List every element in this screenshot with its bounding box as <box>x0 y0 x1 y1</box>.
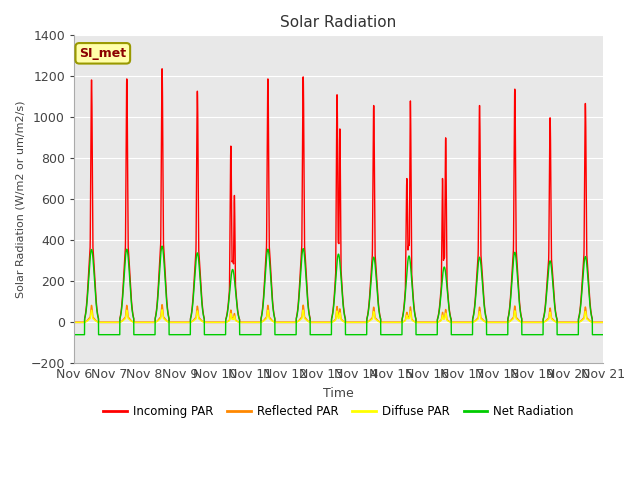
Incoming PAR <box>487 320 495 325</box>
Net Radiation <box>599 332 607 337</box>
Diffuse PAR <box>165 320 173 325</box>
Text: SI_met: SI_met <box>79 47 126 60</box>
Incoming PAR <box>165 320 173 325</box>
Reflected PAR <box>599 320 607 325</box>
Diffuse PAR <box>457 320 465 325</box>
Reflected PAR <box>487 320 495 325</box>
Net Radiation <box>487 332 495 337</box>
Diffuse PAR <box>319 320 326 325</box>
Incoming PAR <box>598 320 606 325</box>
Incoming PAR <box>319 320 326 325</box>
X-axis label: Time: Time <box>323 387 354 400</box>
Net Radiation <box>165 332 173 337</box>
Diffuse PAR <box>70 320 78 325</box>
Diffuse PAR <box>158 307 166 312</box>
Line: Net Radiation: Net Radiation <box>74 246 603 335</box>
Title: Solar Radiation: Solar Radiation <box>280 15 397 30</box>
Net Radiation <box>319 332 326 337</box>
Net Radiation <box>598 332 606 337</box>
Incoming PAR <box>428 320 435 325</box>
Line: Incoming PAR: Incoming PAR <box>74 69 603 323</box>
Legend: Incoming PAR, Reflected PAR, Diffuse PAR, Net Radiation: Incoming PAR, Reflected PAR, Diffuse PAR… <box>99 401 579 423</box>
Y-axis label: Solar Radiation (W/m2 or um/m2/s): Solar Radiation (W/m2 or um/m2/s) <box>15 101 25 298</box>
Net Radiation <box>70 332 78 337</box>
Reflected PAR <box>158 302 166 308</box>
Reflected PAR <box>319 320 326 325</box>
Reflected PAR <box>165 320 173 325</box>
Reflected PAR <box>70 320 78 325</box>
Net Radiation <box>428 332 435 337</box>
Incoming PAR <box>457 320 465 325</box>
Reflected PAR <box>428 320 435 325</box>
Line: Reflected PAR: Reflected PAR <box>74 305 603 323</box>
Diffuse PAR <box>598 320 606 325</box>
Diffuse PAR <box>487 320 495 325</box>
Net Radiation <box>457 332 465 337</box>
Reflected PAR <box>457 320 465 325</box>
Reflected PAR <box>598 320 606 325</box>
Diffuse PAR <box>428 320 435 325</box>
Incoming PAR <box>158 66 166 72</box>
Incoming PAR <box>599 320 607 325</box>
Incoming PAR <box>70 320 78 325</box>
Diffuse PAR <box>599 320 607 325</box>
Net Radiation <box>158 243 166 249</box>
Line: Diffuse PAR: Diffuse PAR <box>74 310 603 323</box>
